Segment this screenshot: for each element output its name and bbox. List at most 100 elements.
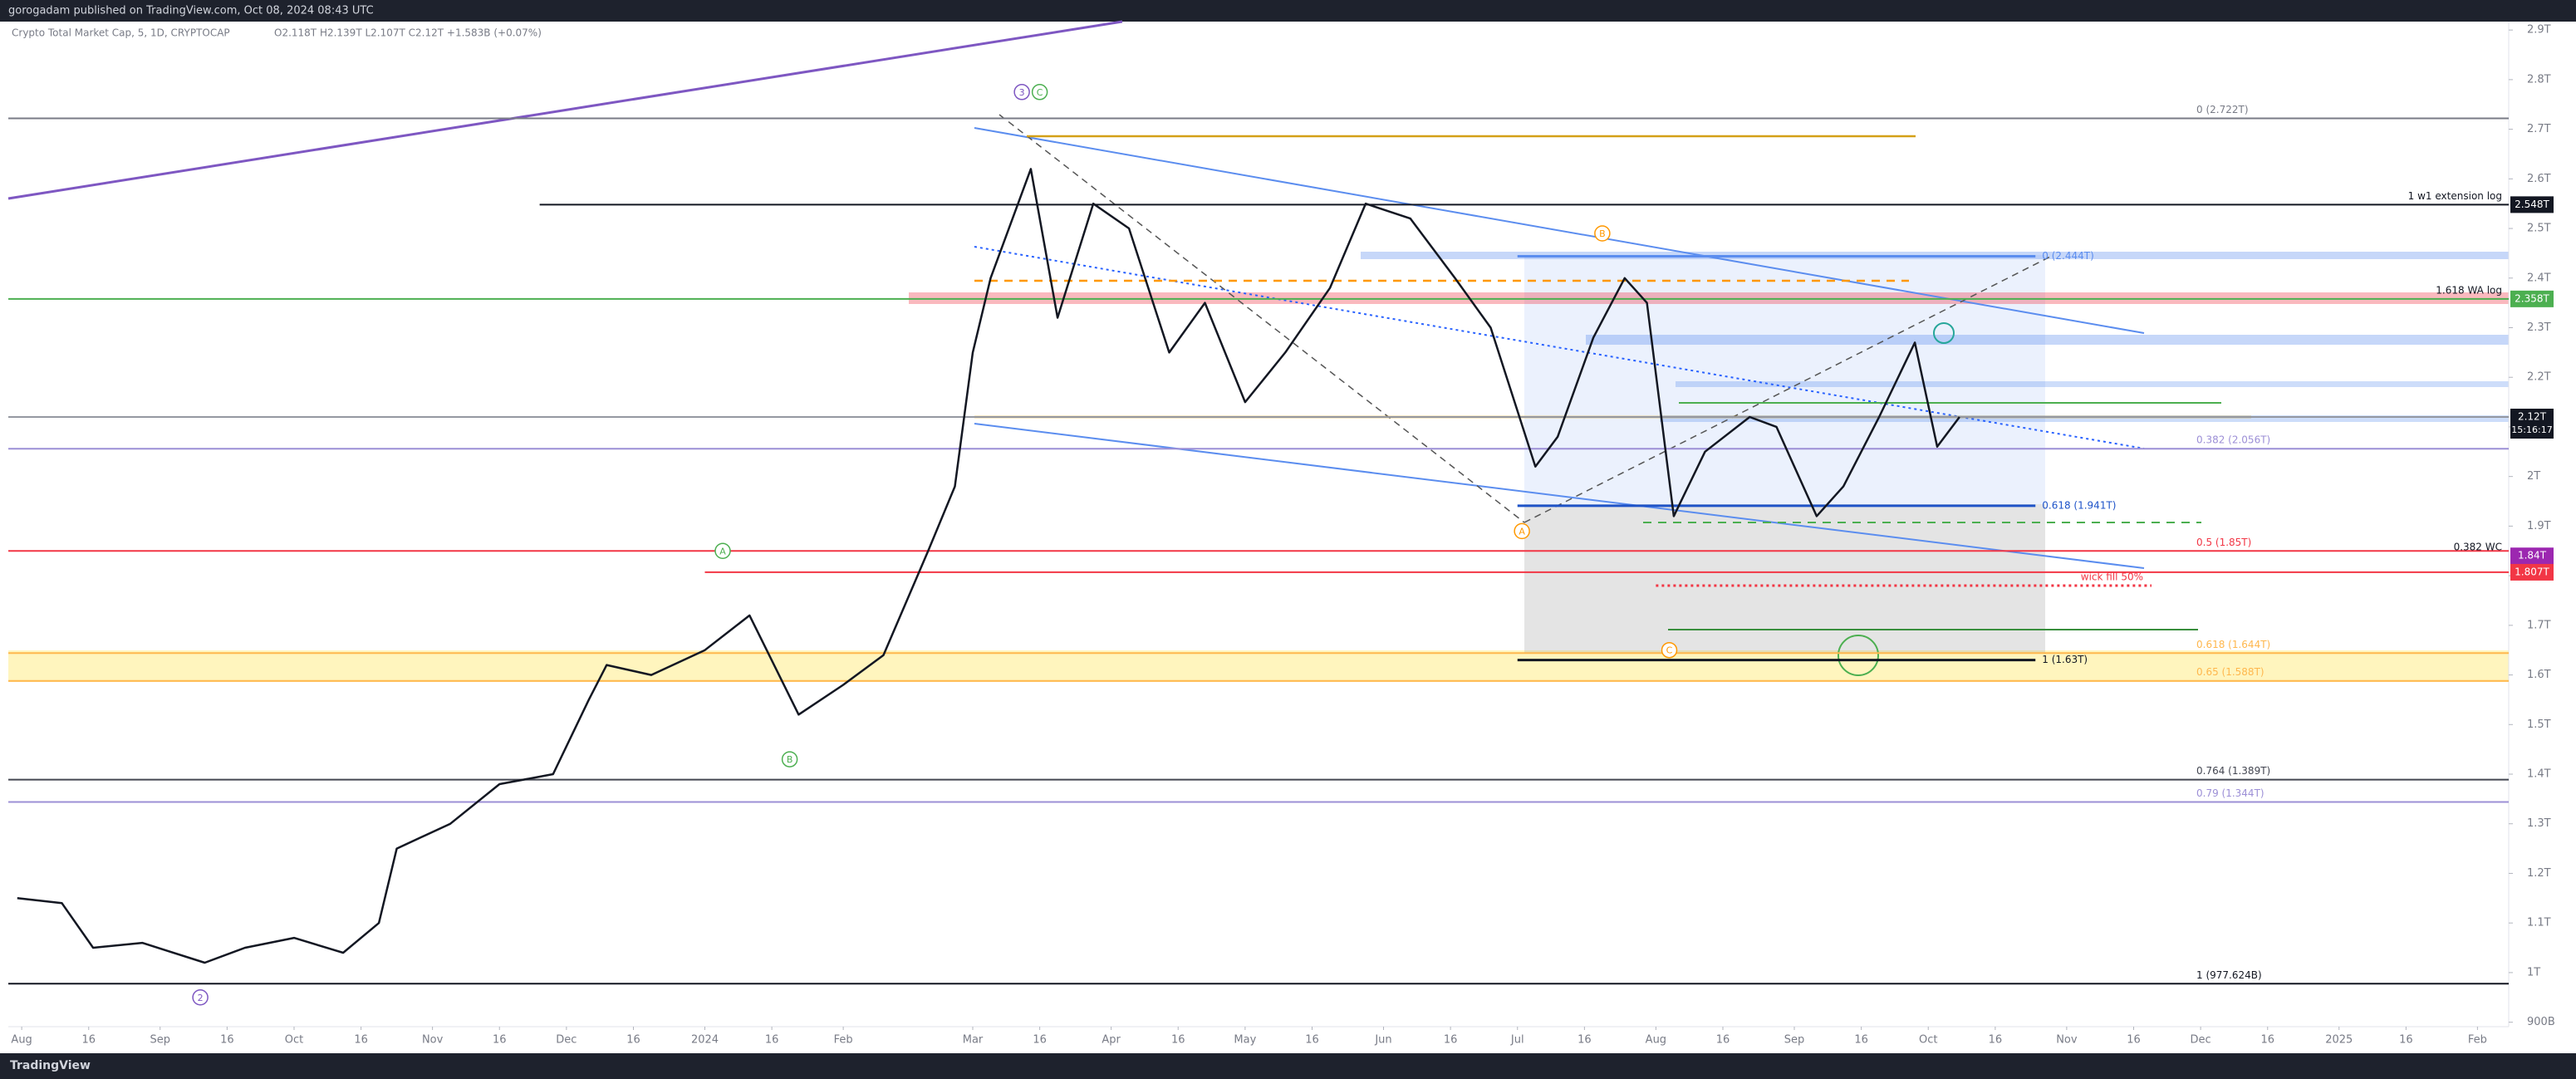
- wave-marker: [1013, 84, 1030, 101]
- price-tag: [2510, 290, 2554, 307]
- x-tick-label: 16: [2260, 1034, 2274, 1047]
- x-tick-label: Jun: [1374, 1034, 1391, 1047]
- y-tick-label: 2.7T: [2527, 123, 2551, 135]
- price-tag: [2510, 196, 2554, 213]
- footer-brand: TradingView: [10, 1059, 91, 1072]
- x-tick-label: Aug: [1646, 1034, 1666, 1047]
- y-tick-label: 900B: [2527, 1016, 2555, 1028]
- x-tick-label: 16: [1854, 1034, 1868, 1047]
- wave-marker: [714, 542, 731, 560]
- x-tick-label: Sep: [150, 1034, 170, 1047]
- x-tick-label: Oct: [1919, 1034, 1937, 1047]
- level-label: 0.764 (1.389T): [2196, 765, 2270, 777]
- x-tick-label: 16: [1305, 1034, 1319, 1047]
- target-circle: [1838, 635, 1879, 676]
- y-tick-label: 2.2T: [2527, 371, 2551, 384]
- x-tick-label: 16: [2127, 1034, 2141, 1047]
- x-tick-label: 16: [1716, 1034, 1730, 1047]
- x-tick-label: 16: [1989, 1034, 2003, 1047]
- x-tick-label: 16: [1171, 1034, 1185, 1047]
- trend-line: [7, 20, 1123, 200]
- x-tick-label: Nov: [2056, 1034, 2078, 1047]
- wave-marker: [1661, 641, 1678, 659]
- fib-box-upper: [1524, 255, 2045, 504]
- x-tick-label: Jul: [1510, 1034, 1524, 1047]
- level-label: 1 (977.624B): [2196, 969, 2262, 981]
- x-tick-label: 2025: [2325, 1034, 2353, 1047]
- price-tag-label: 1.84T: [2518, 550, 2547, 562]
- price-tag: [2510, 547, 2554, 565]
- x-tick-label: 16: [493, 1034, 507, 1047]
- x-tick-label: Feb: [2468, 1034, 2487, 1047]
- y-tick-label: 2.5T: [2527, 223, 2551, 235]
- quote: O2.118T H2.139T L2.107T C2.12T +1.583B (…: [274, 27, 542, 39]
- wave-label: B: [787, 754, 793, 765]
- x-tick-label: Apr: [1102, 1034, 1121, 1047]
- level-label: 1.618 WA log: [2436, 284, 2502, 296]
- wave-marker: [1594, 225, 1611, 242]
- wave-marker: [1031, 84, 1048, 101]
- publisher: gorogadam published on TradingView.com, …: [8, 5, 374, 17]
- price-tag-time: 15:16:17: [2511, 424, 2552, 435]
- wave-marker: [1514, 522, 1530, 540]
- x-tick-label: 16: [81, 1034, 96, 1047]
- x-tick-label: 16: [2399, 1034, 2413, 1047]
- price-tag: [2510, 563, 2554, 581]
- y-tick-label: 1.5T: [2527, 719, 2551, 731]
- level-label: 0.382 WC: [2454, 542, 2502, 553]
- x-tick-label: 2024: [691, 1034, 719, 1047]
- x-tick-label: 16: [1577, 1034, 1592, 1047]
- support-zone: [8, 650, 2509, 682]
- price-line: [17, 168, 1960, 964]
- x-tick-label: Dec: [556, 1034, 577, 1047]
- blue-band: [1660, 415, 2509, 422]
- footer-bar: [0, 1053, 2576, 1079]
- blue-band: [1676, 381, 2509, 387]
- level-label: 0.618 (1.644T): [2196, 639, 2270, 650]
- x-tick-label: Oct: [285, 1034, 303, 1047]
- level-label: wick fill 50%: [2081, 571, 2143, 583]
- y-tick-label: 2.8T: [2527, 73, 2551, 86]
- level-label: 0.5 (1.85T): [2196, 537, 2251, 548]
- y-tick-label: 2T: [2527, 470, 2540, 483]
- price-tag-label: 1.807T: [2515, 566, 2549, 577]
- y-tick-label: 1.2T: [2527, 867, 2551, 880]
- wave-label: A: [719, 546, 726, 557]
- wave-label: C: [1037, 87, 1043, 98]
- wave-label: 2: [198, 993, 204, 1003]
- wave-marker: [192, 989, 209, 1006]
- symbol-title: Crypto Total Market Cap, 5, 1D, CRYPTOCA…: [12, 27, 230, 39]
- x-tick-label: Sep: [1784, 1034, 1805, 1047]
- x-tick-label: Nov: [422, 1034, 444, 1047]
- wave-label: C: [1666, 645, 1673, 656]
- y-tick-label: 1.4T: [2527, 768, 2551, 781]
- wave-marker: [781, 751, 798, 768]
- y-tick-label: 1T: [2527, 966, 2540, 978]
- wave-path: [999, 114, 1525, 523]
- x-tick-label: 16: [1033, 1034, 1047, 1047]
- x-tick-label: May: [1234, 1034, 1256, 1047]
- y-tick-label: 2.6T: [2527, 173, 2551, 185]
- y-tick-label: 2.9T: [2527, 24, 2551, 37]
- x-tick-label: 16: [765, 1034, 779, 1047]
- level-label: 0.618 (1.941T): [2042, 499, 2116, 511]
- price-tag-label: 2.548T: [2515, 199, 2549, 210]
- x-tick-label: Dec: [2191, 1034, 2211, 1047]
- level-label: 0.79 (1.344T): [2196, 787, 2264, 799]
- y-tick-label: 1.6T: [2527, 669, 2551, 681]
- price-tag-label: 2.358T: [2515, 292, 2549, 304]
- x-tick-label: 16: [626, 1034, 640, 1047]
- x-tick-label: 16: [220, 1034, 234, 1047]
- wave-label: B: [1599, 228, 1606, 239]
- wave-label: 3: [1019, 87, 1025, 98]
- x-tick-label: 16: [1444, 1034, 1458, 1047]
- blue-band: [1586, 335, 2509, 345]
- y-tick-label: 2.4T: [2527, 272, 2551, 284]
- fib-box-lower: [1524, 504, 2045, 654]
- y-tick-label: 1.1T: [2527, 917, 2551, 929]
- level-label: 0 (2.444T): [2042, 250, 2094, 262]
- y-tick-label: 2.3T: [2527, 321, 2551, 334]
- header-bar: [0, 0, 2576, 22]
- level-label: 1 w1 extension log: [2408, 190, 2502, 202]
